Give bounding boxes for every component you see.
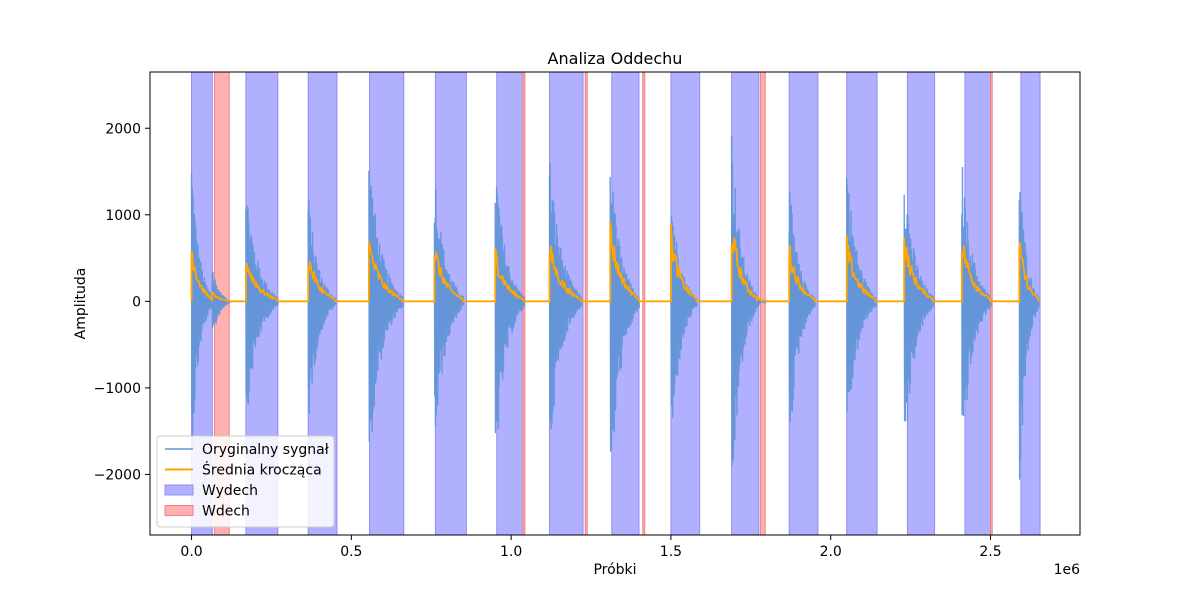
legend-swatch-patch-3 (164, 505, 194, 516)
legend-box (156, 435, 335, 528)
signal-envelope-14 (904, 222, 933, 392)
signal-envelope-5 (434, 223, 464, 387)
y-tick-label: 1000 (105, 208, 141, 224)
y-tick-label: −2000 (94, 467, 141, 483)
y-tick-label: 2000 (105, 121, 141, 137)
inhale-region-3 (642, 71, 646, 536)
legend-label-3: Wdech (202, 504, 250, 520)
moving-average-line (190, 221, 1040, 303)
signal-envelope-6 (495, 218, 524, 399)
x-tick-label: 0.0 (180, 544, 202, 560)
y-tick-label: 0 (132, 294, 141, 310)
x-axis-label: Próbki (593, 562, 636, 578)
signal-envelope-10 (731, 203, 758, 418)
x-axis-offset-label: 1e6 (1054, 562, 1081, 578)
x-tick-label: 2.5 (979, 544, 1001, 560)
x-tick-label: 1.0 (500, 544, 522, 560)
x-tick-label: 1.5 (660, 544, 682, 560)
legend-label-1: Średnia krocząca (202, 461, 322, 479)
signal-envelope-4 (368, 215, 403, 395)
inhale-region-4 (759, 71, 766, 536)
y-axis-ticks: −2000 −1000 0 1000 2000 (94, 121, 150, 483)
signal-envelope-0 (191, 218, 213, 390)
signal-envelope-3 (308, 239, 336, 371)
legend-label-2: Wydech (202, 483, 258, 499)
legend-swatch-patch-2 (164, 484, 194, 496)
signal-envelope-1 (212, 279, 230, 326)
x-tick-label: 0.5 (340, 544, 362, 560)
x-tick-label: 2.0 (820, 544, 842, 560)
legend-label-0: Oryginalny sygnał (202, 442, 329, 458)
x-axis-ticks: 0.0 0.5 1.0 1.5 2.0 2.5 (180, 535, 1002, 560)
plot-frame (149, 71, 1081, 536)
legend: Oryginalny sygnał Średnia krocząca Wydech W… (156, 435, 335, 528)
signal-envelope-12 (789, 233, 815, 387)
y-axis-label: Amplituda (73, 268, 89, 340)
inhale-region-2 (584, 71, 588, 536)
chart-title: Analiza Oddechu (548, 49, 683, 68)
y-tick-label: −1000 (94, 381, 141, 397)
moving-average-series (190, 221, 1040, 303)
